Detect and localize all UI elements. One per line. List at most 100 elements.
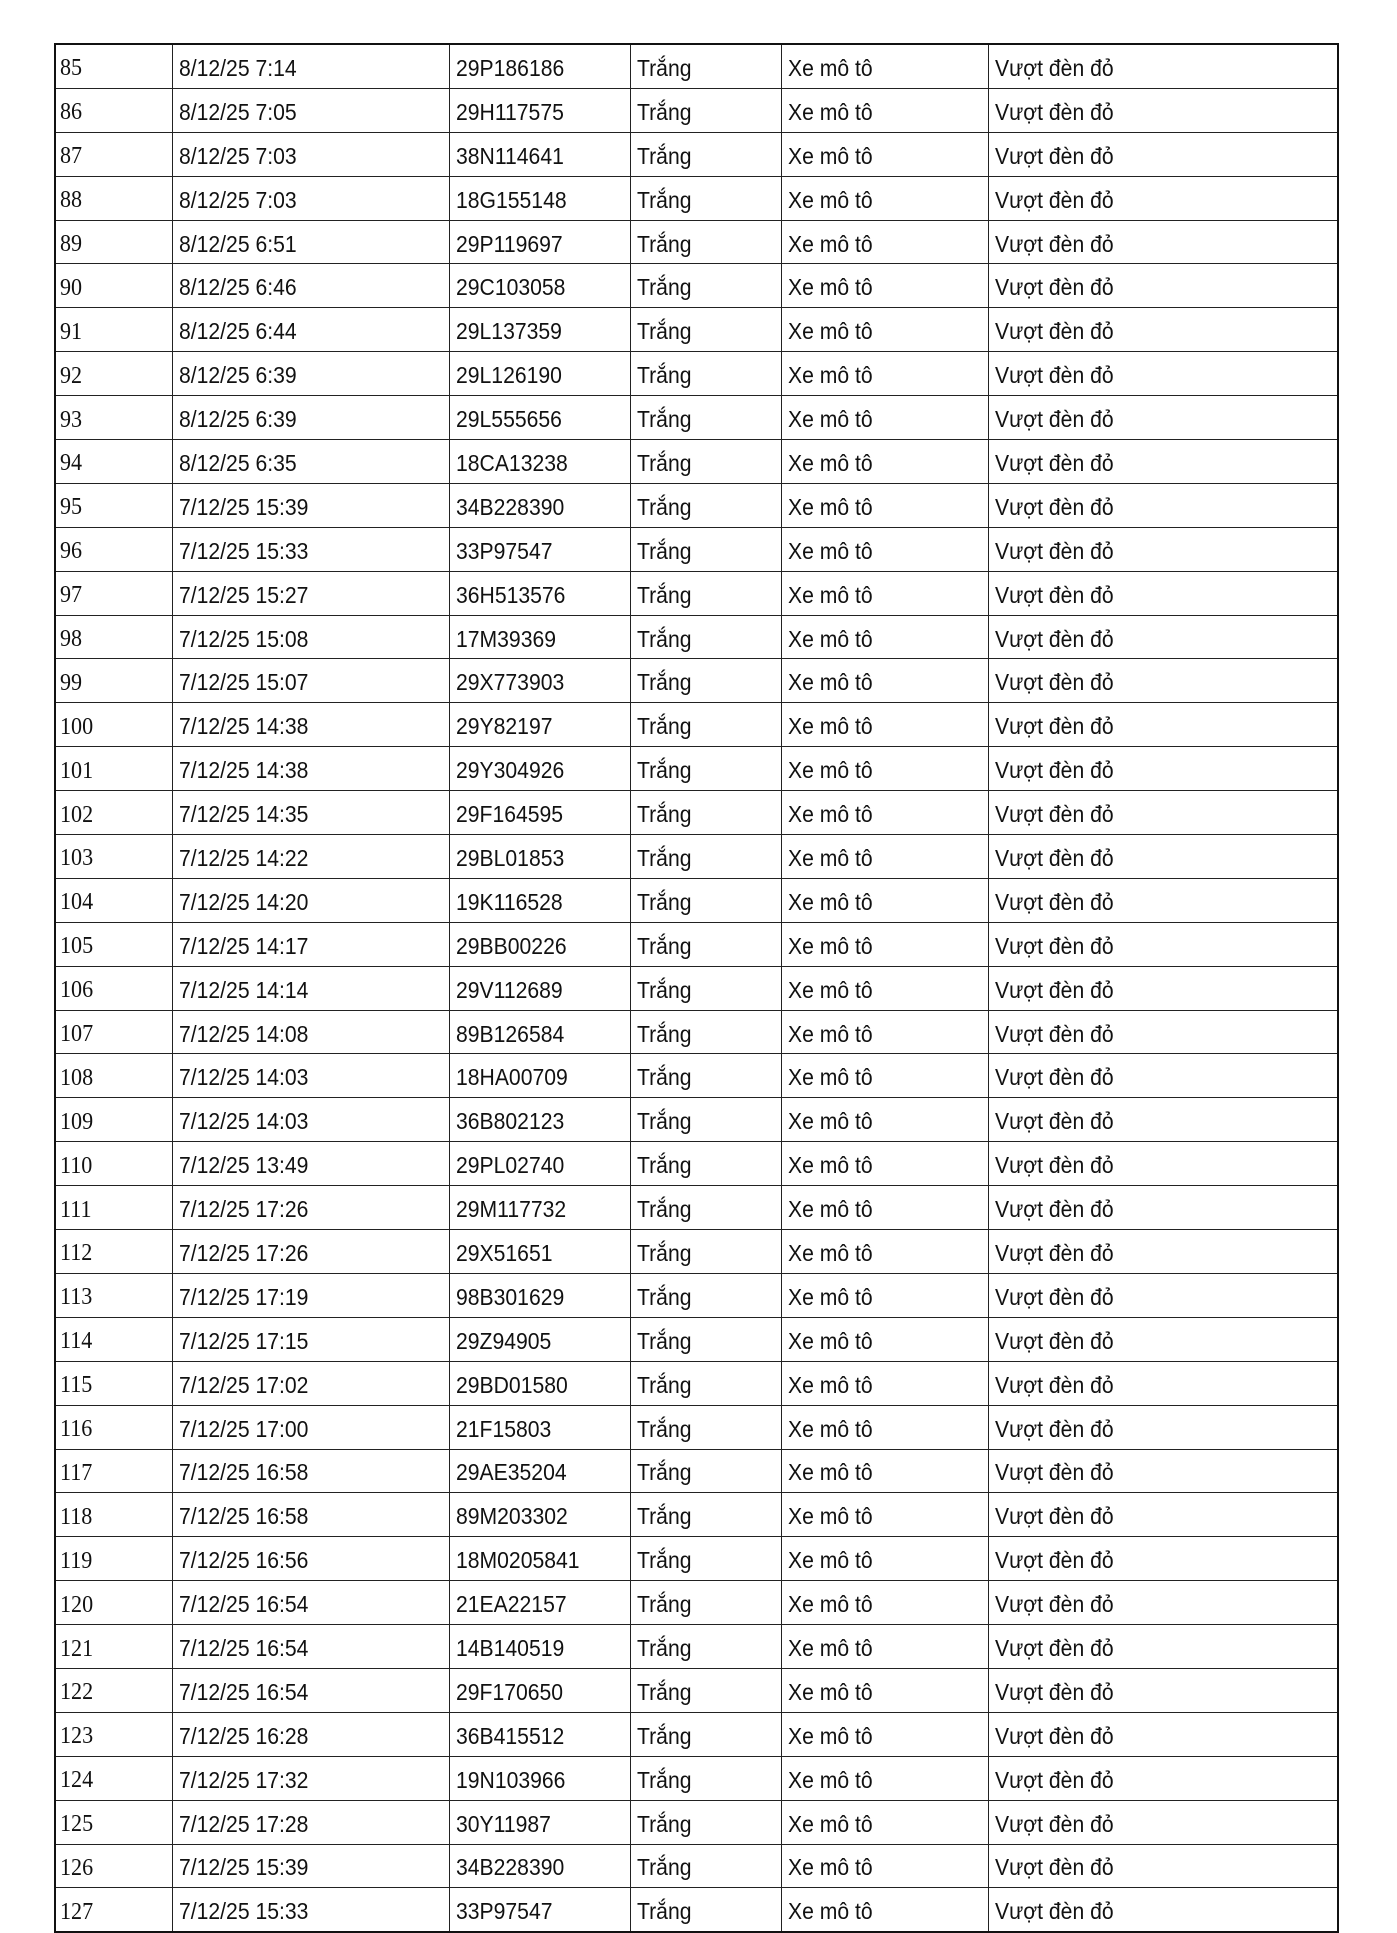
violation: Vượt đèn đỏ [994, 1503, 1114, 1530]
vehicle-type: Xe mô tô [787, 1591, 873, 1618]
table-row: 90 8/12/25 6:46 29C103058 Trắng Xe mô tô Vượt… [54, 263, 1339, 309]
violation: Vượt đèn đỏ [994, 1722, 1114, 1749]
vehicle-type: Xe mô tô [787, 186, 873, 213]
plate-color: Trắng [636, 625, 691, 652]
violation-cell: Vượt đèn đỏ [987, 1887, 1339, 1933]
vehicle-type-cell: Xe mô tô [780, 351, 989, 397]
row-number-cell: 126 [54, 1843, 173, 1889]
violation-cell: Vượt đèn đỏ [987, 1316, 1339, 1362]
plate-color-cell: Trắng [629, 1316, 782, 1362]
violation: Vượt đèn đỏ [994, 844, 1114, 871]
timestamp: 8/12/25 6:35 [178, 449, 297, 476]
license-plate: 14B140519 [455, 1635, 564, 1661]
timestamp-cell: 8/12/25 6:51 [171, 219, 450, 265]
timestamp: 7/12/25 14:03 [178, 1064, 308, 1091]
vehicle-type-cell: Xe mô tô [780, 1667, 989, 1713]
row-number-cell: 96 [54, 526, 173, 572]
license-plate: 29Z94905 [455, 1327, 551, 1354]
plate-color: Trắng [636, 1898, 691, 1925]
vehicle-type: Xe mô tô [787, 537, 873, 564]
plate-color: Trắng [636, 230, 691, 257]
violation: Vượt đèn đỏ [994, 142, 1114, 169]
row-number: 101 [60, 757, 94, 784]
table-row: 95 7/12/25 15:39 34B228390 Trắng Xe mô tô Vượ… [54, 482, 1339, 528]
violation: Vượt đèn đỏ [994, 1766, 1114, 1793]
license-plate-cell: 29M117732 [448, 1185, 631, 1231]
vehicle-type: Xe mô tô [787, 1766, 873, 1793]
row-number: 109 [60, 1108, 94, 1135]
plate-color: Trắng [636, 537, 691, 564]
timestamp: 8/12/25 7:14 [178, 54, 297, 81]
vehicle-type: Xe mô tô [787, 1898, 873, 1925]
row-number-cell: 108 [54, 1053, 173, 1099]
timestamp: 7/12/25 17:02 [178, 1371, 308, 1398]
row-number: 124 [60, 1767, 94, 1794]
table-row: 93 8/12/25 6:39 29L555656 Trắng Xe mô tô Vượt… [54, 395, 1339, 441]
license-plate: 98B301629 [455, 1283, 564, 1310]
table-row: 114 7/12/25 17:15 29Z94905 Trắng Xe mô tô Vượ… [54, 1316, 1339, 1362]
license-plate: 19K116528 [455, 888, 563, 915]
row-number: 110 [60, 1152, 93, 1179]
plate-color-cell: Trắng [629, 658, 782, 704]
row-number-cell: 115 [54, 1360, 173, 1406]
violation: Vượt đèn đỏ [994, 537, 1114, 564]
vehicle-type: Xe mô tô [787, 1503, 873, 1530]
plate-color: Trắng [636, 54, 691, 81]
violation-cell: Vượt đèn đỏ [987, 1009, 1339, 1055]
vehicle-type: Xe mô tô [787, 581, 873, 608]
violation-cell: Vượt đèn đỏ [987, 439, 1339, 484]
table-row: 89 8/12/25 6:51 29P119697 Trắng Xe mô tô Vượt… [54, 219, 1339, 265]
violation: Vượt đèn đỏ [994, 449, 1114, 476]
row-number-cell: 101 [54, 746, 173, 792]
row-number-cell: 109 [54, 1097, 173, 1143]
license-plate-cell: 33P97547 [448, 526, 631, 572]
row-number: 123 [60, 1723, 94, 1750]
violation-cell: Vượt đèn đỏ [987, 614, 1339, 660]
row-number: 98 [60, 626, 83, 653]
vehicle-type: Xe mô tô [787, 362, 873, 389]
license-plate-cell: 29PL02740 [448, 1141, 631, 1187]
plate-color-cell: Trắng [629, 1448, 782, 1494]
row-number: 100 [60, 713, 94, 740]
table-row: 108 7/12/25 14:03 18HA00709 Trắng Xe mô tô Vư… [54, 1053, 1339, 1099]
license-plate-cell: 34B228390 [448, 482, 631, 528]
vehicle-type: Xe mô tô [787, 274, 873, 301]
vehicle-type-cell: Xe mô tô [780, 482, 989, 528]
violation-cell: Vượt đèn đỏ [987, 834, 1339, 879]
row-number-cell: 90 [54, 263, 173, 309]
table-body: 85 8/12/25 7:14 29P186186 Trắng Xe mô tô Vượt… [54, 43, 1339, 1933]
plate-color: Trắng [636, 493, 691, 520]
violation-cell: Vượt đèn đỏ [987, 1404, 1339, 1450]
timestamp: 7/12/25 14:38 [178, 713, 308, 740]
vehicle-type-cell: Xe mô tô [780, 1404, 989, 1450]
license-plate-cell: 29Z94905 [448, 1316, 631, 1362]
vehicle-type-cell: Xe mô tô [780, 1711, 989, 1757]
violation: Vượt đèn đỏ [994, 757, 1114, 784]
plate-color: Trắng [636, 757, 691, 784]
plate-color: Trắng [636, 1591, 691, 1618]
row-number-cell: 121 [54, 1624, 173, 1669]
vehicle-type-cell: Xe mô tô [780, 1360, 989, 1406]
violation: Vượt đèn đỏ [994, 98, 1114, 125]
timestamp: 7/12/25 15:27 [178, 581, 308, 608]
timestamp-cell: 7/12/25 15:39 [171, 482, 450, 528]
license-plate-cell: 14B140519 [448, 1624, 631, 1669]
vehicle-type-cell: Xe mô tô [780, 1492, 989, 1538]
table-row: 86 8/12/25 7:05 29H117575 Trắng Xe mô tô Vượt… [54, 87, 1339, 133]
license-plate-cell: 18M0205841 [448, 1536, 631, 1582]
row-number: 89 [60, 231, 83, 257]
license-plate-cell: 29F170650 [448, 1667, 631, 1713]
plate-color-cell: Trắng [629, 1667, 782, 1713]
timestamp: 7/12/25 17:19 [178, 1283, 308, 1310]
timestamp-cell: 7/12/25 16:58 [171, 1492, 450, 1538]
timestamp-cell: 7/12/25 14:14 [171, 965, 450, 1011]
vehicle-type: Xe mô tô [787, 844, 873, 871]
violation: Vượt đèn đỏ [994, 1854, 1114, 1881]
license-plate: 38N114641 [455, 142, 564, 169]
license-plate: 33P97547 [455, 537, 552, 564]
violation-cell: Vượt đèn đỏ [987, 1799, 1339, 1845]
plate-color: Trắng [636, 1020, 691, 1047]
vehicle-type: Xe mô tô [787, 230, 873, 257]
timestamp: 8/12/25 6:44 [178, 318, 297, 345]
table-row: 111 7/12/25 17:26 29M117732 Trắng Xe mô tô Vư… [54, 1185, 1339, 1231]
